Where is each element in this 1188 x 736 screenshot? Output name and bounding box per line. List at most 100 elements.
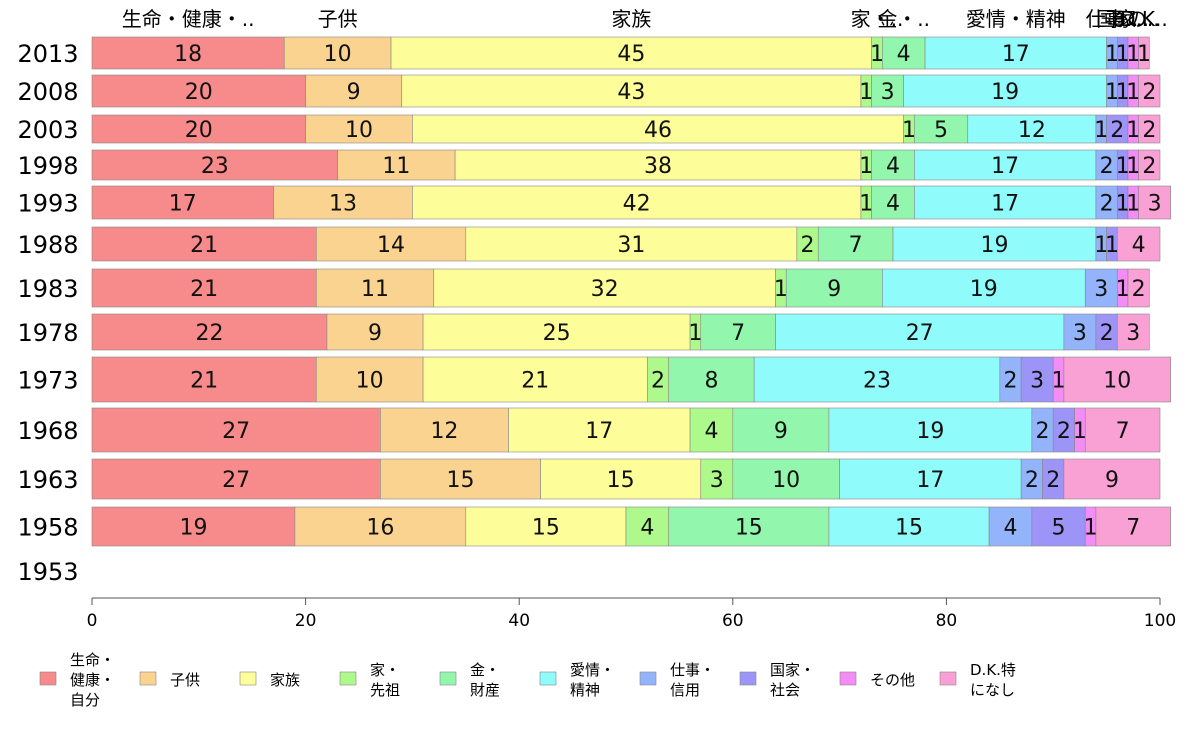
bar-value-label: 15 [735, 516, 763, 541]
bar-value-label: 19 [980, 233, 1008, 258]
bar-value-label: 27 [906, 321, 934, 346]
bar-value-label: 21 [190, 369, 218, 394]
legend-swatch [839, 671, 857, 686]
series-header-label: 仕事.. [1086, 7, 1139, 31]
legend-label: 健康・ [70, 671, 115, 689]
year-axis-labels: 2013 2008 2003 1998 1993 1988 1983 1978 1973 1968… [17, 40, 78, 586]
bar-value-label: 15 [532, 516, 560, 541]
bar-value-label: 27 [222, 468, 250, 493]
bar-segment [903, 74, 1107, 108]
bar-value-label: 17 [169, 192, 197, 217]
bar-value-label: 9 [347, 80, 361, 105]
bar-value-label: 25 [543, 321, 571, 346]
bar-segment [91, 458, 381, 500]
bar-segment [1095, 506, 1171, 547]
year-label: 1988 [17, 231, 78, 259]
x-tick-label: 80 [936, 611, 958, 631]
bar-segment [401, 74, 862, 108]
bar-segment [91, 114, 306, 144]
bar-value-label: 2 [1100, 192, 1114, 217]
bar-value-label: 22 [195, 321, 223, 346]
bar-value-label: 9 [774, 419, 788, 444]
bar-value-label: 19 [970, 277, 998, 302]
x-tick-label: 40 [508, 611, 530, 631]
bar-segment [1138, 36, 1150, 70]
bar-value-label: 2 [651, 369, 665, 394]
bar-value-label: 2 [1036, 419, 1050, 444]
bar-segment [91, 268, 317, 308]
bar-value-label: 4 [897, 42, 911, 67]
bar-value-label: 2 [1142, 80, 1156, 105]
bar-value-label: 2 [801, 233, 815, 258]
bar-segment [91, 149, 338, 181]
bar-value-label: 9 [827, 277, 841, 302]
bar-segment [892, 226, 1097, 262]
bar-value-label: 2 [1057, 419, 1071, 444]
bar-value-label: 2 [1003, 369, 1017, 394]
bar-segment [91, 36, 285, 70]
bar-segment [1063, 458, 1161, 500]
bar-value-label: 4 [886, 154, 900, 179]
bar-value-label: 7 [1116, 419, 1130, 444]
bar-value-label: 14 [377, 233, 405, 258]
legend-label: その他 [870, 671, 915, 689]
bar-value-label: 46 [644, 118, 672, 143]
bar-segment [465, 226, 798, 262]
bar-segment [689, 407, 734, 453]
bar-value-label: 2 [1132, 277, 1146, 302]
legend-swatch [739, 671, 757, 686]
legend-swatch [39, 671, 57, 686]
legend-label: 自分 [70, 691, 100, 709]
bar-value-label: 1 [1052, 369, 1066, 394]
bar-value-label: 9 [1105, 468, 1119, 493]
year-label: 1983 [17, 275, 78, 303]
bar-value-label: 21 [190, 233, 218, 258]
series-header-labels: 生命・健康・.. 子供 家族 家・..金・.. 愛情・精神 仕事..国家..その..D.K… [122, 7, 1168, 31]
bar-value-label: 1 [1126, 42, 1140, 67]
bar-value-label: 19 [179, 516, 207, 541]
bar-value-label: 2 [1142, 154, 1156, 179]
bar-segment [1138, 149, 1161, 181]
bar-segment [1020, 356, 1054, 403]
bar-segment [785, 268, 883, 308]
legend-label: 金・ [470, 661, 500, 679]
legend: 生命・健康・自分 子供 家族 家・先祖 金・財産 愛情・精神 仕事・信用 国家・社会 その他 D.… [39, 651, 1016, 709]
bar-segment [1138, 74, 1161, 108]
series-header-label: 子供 [318, 7, 358, 31]
bar-segment [305, 114, 413, 144]
bar-value-label: 4 [640, 516, 654, 541]
bar-segment [315, 356, 424, 403]
bar-segment [508, 407, 691, 453]
bar-segment [91, 356, 317, 403]
year-label: 1998 [17, 152, 78, 180]
bar-value-label: 7 [849, 233, 863, 258]
bar-value-label: 4 [886, 192, 900, 217]
bar-value-label: 1 [1126, 118, 1140, 143]
series-header-label: 家族 [611, 7, 651, 31]
legend-swatch [139, 671, 157, 686]
bar-value-label: 1 [1126, 154, 1140, 179]
bar-value-label: 2 [1142, 118, 1156, 143]
legend-label: 子供 [170, 671, 200, 689]
bar-segment [1084, 268, 1118, 308]
bar-value-label: 3 [1030, 369, 1044, 394]
bar-segment [817, 226, 894, 262]
legend-label: 国家・ [770, 661, 815, 679]
x-tick-label: 60 [722, 611, 744, 631]
bar-segment [91, 226, 317, 262]
bar-value-label: 43 [617, 80, 645, 105]
bar-value-label: 1 [1105, 42, 1119, 67]
bar-value-label: 1 [859, 80, 873, 105]
bar-value-label: 1 [1116, 277, 1130, 302]
bar-value-label: 10 [345, 118, 373, 143]
bar-segment [1116, 226, 1161, 262]
bar-value-label: 1 [1073, 419, 1087, 444]
bar-value-label: 10 [356, 369, 384, 394]
bar-value-label: 20 [185, 80, 213, 105]
bar-segment [305, 74, 403, 108]
bar-segment [732, 458, 840, 500]
bar-value-label: 23 [863, 369, 891, 394]
bar-value-label: 3 [710, 468, 724, 493]
bar-value-label: 1 [1116, 192, 1130, 217]
